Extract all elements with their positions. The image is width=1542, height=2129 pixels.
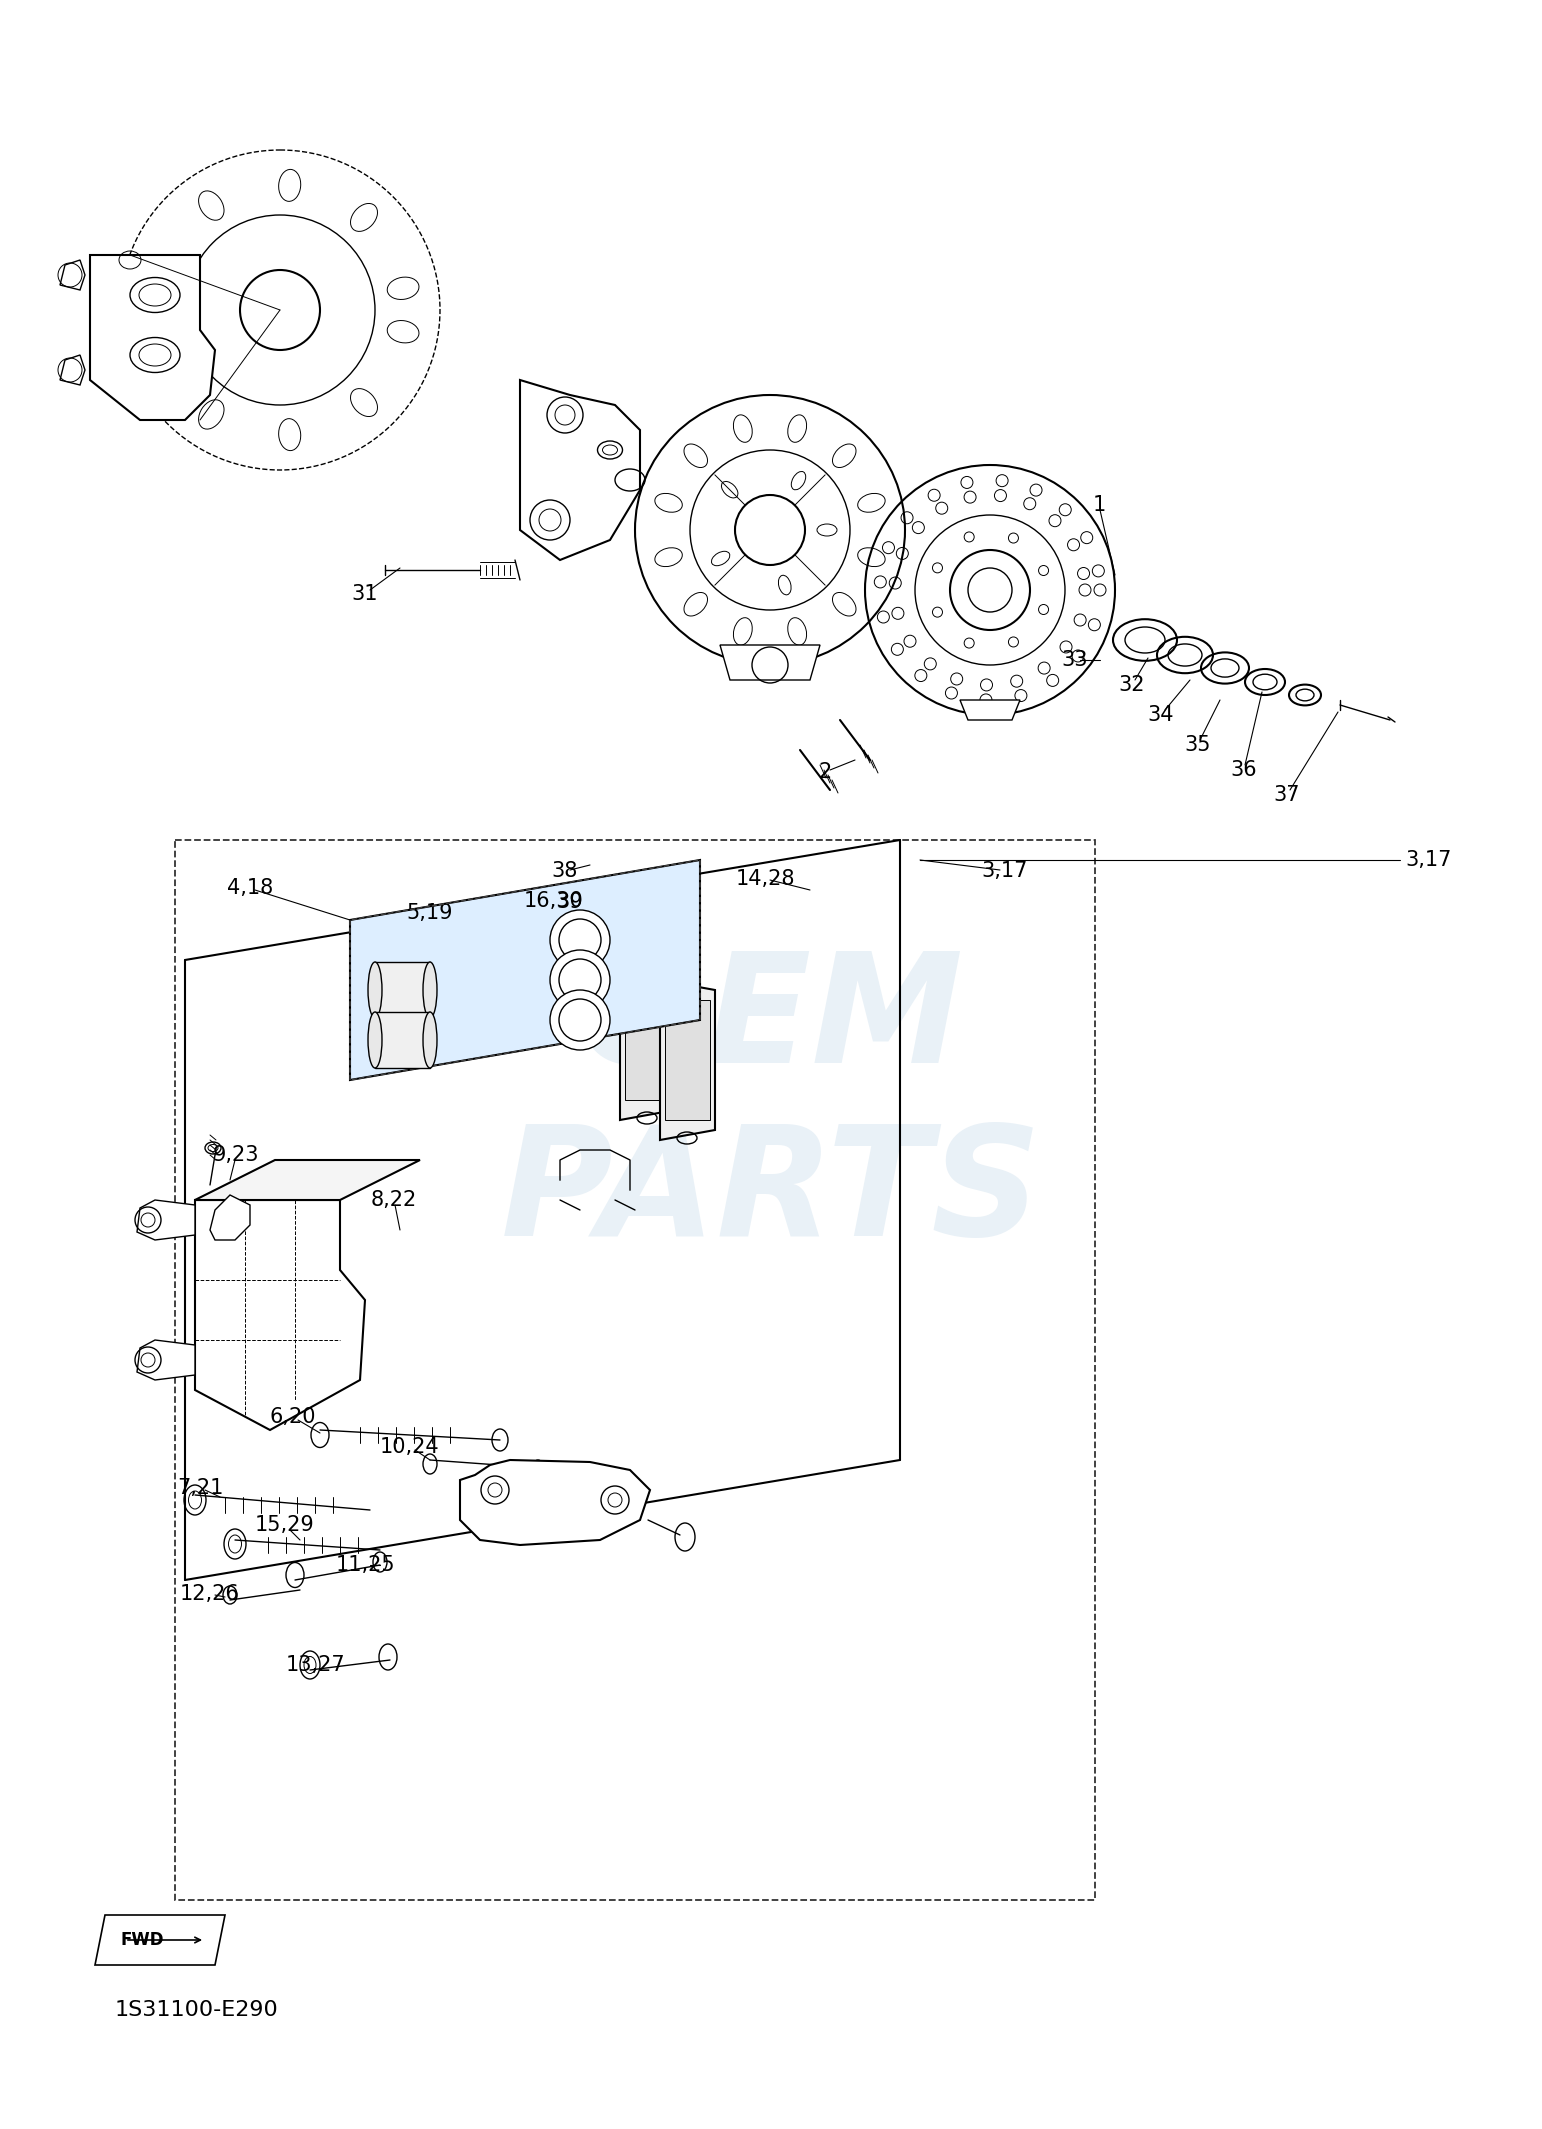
Ellipse shape <box>560 999 601 1041</box>
Text: 39: 39 <box>557 892 583 911</box>
Text: FWD: FWD <box>120 1931 163 1948</box>
Polygon shape <box>460 1460 651 1546</box>
Text: 35: 35 <box>1184 735 1210 756</box>
Ellipse shape <box>550 950 611 1009</box>
Polygon shape <box>660 979 715 1139</box>
Text: 10,24: 10,24 <box>381 1437 439 1456</box>
Polygon shape <box>194 1201 365 1431</box>
Text: 14,28: 14,28 <box>736 869 794 888</box>
Ellipse shape <box>550 909 611 971</box>
Bar <box>174 841 1095 1899</box>
Ellipse shape <box>550 990 611 1050</box>
Ellipse shape <box>369 962 382 1018</box>
Text: 1: 1 <box>1092 496 1106 515</box>
Polygon shape <box>961 700 1019 720</box>
Text: 37: 37 <box>1274 786 1300 805</box>
Polygon shape <box>89 255 214 419</box>
Polygon shape <box>210 1194 250 1239</box>
Ellipse shape <box>423 962 436 1018</box>
Text: 3,17: 3,17 <box>982 860 1029 881</box>
Text: 8,22: 8,22 <box>372 1190 418 1209</box>
Text: 1S31100-E290: 1S31100-E290 <box>116 1999 279 2020</box>
Bar <box>375 1011 430 1069</box>
Text: 33: 33 <box>1062 649 1089 671</box>
Ellipse shape <box>560 958 601 1001</box>
Bar <box>625 979 671 1101</box>
Text: 15,29: 15,29 <box>254 1516 315 1535</box>
Bar <box>665 1001 709 1120</box>
Text: 13,27: 13,27 <box>285 1654 345 1676</box>
Polygon shape <box>350 860 700 1079</box>
Polygon shape <box>137 1339 194 1380</box>
Polygon shape <box>60 356 85 385</box>
Ellipse shape <box>560 920 601 960</box>
Text: 2: 2 <box>819 762 831 781</box>
Ellipse shape <box>369 1011 382 1069</box>
Text: 5,19: 5,19 <box>407 903 453 924</box>
Bar <box>375 962 430 1018</box>
Text: 31: 31 <box>352 583 378 605</box>
Ellipse shape <box>423 1011 436 1069</box>
Text: 9,23: 9,23 <box>213 1145 259 1165</box>
Text: 12,26: 12,26 <box>180 1584 241 1603</box>
Text: OEM
PARTS: OEM PARTS <box>500 947 1042 1267</box>
Text: 32: 32 <box>1119 675 1146 694</box>
Polygon shape <box>620 960 675 1120</box>
Polygon shape <box>194 1160 419 1201</box>
Polygon shape <box>96 1914 225 1965</box>
Text: 6,20: 6,20 <box>270 1407 316 1426</box>
Text: 7,21: 7,21 <box>177 1478 224 1497</box>
Text: 4,18: 4,18 <box>227 879 273 898</box>
Text: 16,30: 16,30 <box>524 892 584 911</box>
Text: 36: 36 <box>1231 760 1257 779</box>
Polygon shape <box>137 1201 194 1239</box>
Polygon shape <box>720 645 820 679</box>
Polygon shape <box>60 260 85 290</box>
Text: 3,17: 3,17 <box>1405 849 1451 871</box>
Text: 34: 34 <box>1147 705 1173 726</box>
Text: 11,25: 11,25 <box>335 1554 395 1575</box>
Polygon shape <box>520 379 640 560</box>
Text: 38: 38 <box>552 862 578 881</box>
